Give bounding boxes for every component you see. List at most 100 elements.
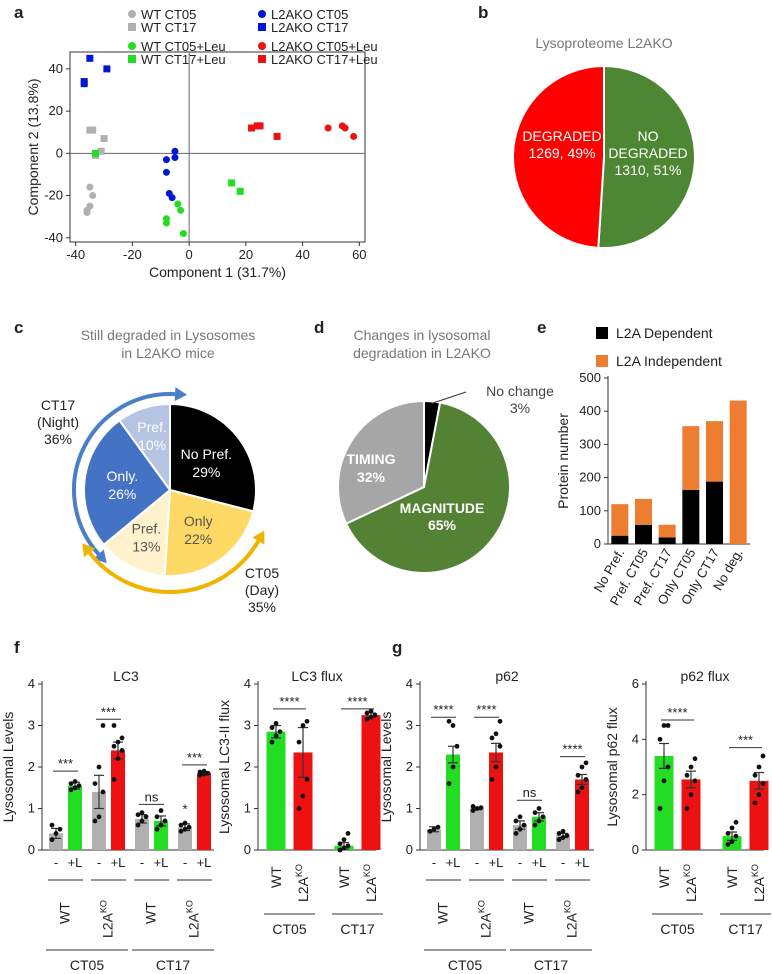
scatter-point [162, 156, 170, 164]
data-point [345, 831, 351, 836]
data-point [556, 837, 562, 843]
data-point [49, 837, 55, 843]
data-point [119, 735, 125, 741]
x-tick-label: 40 [295, 247, 309, 262]
panel-label-b: b [478, 3, 488, 22]
pie-slice-label: TIMING [347, 451, 396, 467]
scatter-point [171, 147, 179, 155]
x-tick-label: -40 [66, 247, 85, 262]
legend-marker [258, 42, 266, 50]
data-point [115, 739, 121, 745]
x-tick-label: +L [532, 855, 547, 870]
data-point [684, 806, 690, 811]
data-point [119, 748, 125, 753]
y-tick-label: 0 [632, 842, 639, 857]
data-point [446, 718, 452, 724]
scatter-point [103, 65, 111, 73]
y-tick-label: 300 [579, 436, 601, 451]
scatter-point [80, 78, 88, 86]
data-point [450, 723, 456, 728]
y-tick-label: -20 [44, 188, 63, 203]
significance-label: **** [562, 742, 582, 757]
y-tick-label: 4 [632, 731, 639, 746]
scatter-point [253, 122, 261, 130]
data-point [273, 733, 279, 739]
data-point [100, 789, 106, 795]
y-tick-label: 2 [244, 759, 251, 774]
legend-label: WT CT05+Leu [141, 39, 226, 54]
x-tick-label: - [518, 855, 522, 870]
pie-slice [118, 402, 171, 494]
scatter-point [248, 124, 256, 132]
x-tick-label: - [432, 855, 436, 870]
genotype-label: L2AKO [563, 900, 580, 938]
x-tick-label: +L [575, 855, 590, 870]
data-point [692, 778, 698, 784]
legend-label: L2AKO CT17+Leu [271, 52, 378, 67]
bar [266, 731, 286, 850]
y-tick-label: 200 [579, 470, 601, 485]
bar [111, 750, 125, 850]
data-point [139, 810, 145, 816]
data-point [368, 714, 374, 720]
time-label: CT05 [70, 957, 104, 973]
y-tick-label: 2 [406, 759, 413, 774]
significance-label: ns [523, 785, 537, 800]
significance-label: **** [347, 694, 367, 709]
arrow-night [72, 392, 176, 556]
genotype-label: L2AKO [750, 864, 767, 902]
data-point [178, 828, 184, 834]
chart-title: LC3 [113, 668, 139, 684]
significance-label: *** [101, 704, 116, 719]
bar [446, 754, 460, 850]
data-point [497, 718, 503, 724]
scatter-point [168, 194, 176, 202]
bar [749, 780, 769, 850]
y-tick-label: 4 [244, 676, 251, 691]
data-point [470, 808, 476, 813]
data-point [100, 723, 106, 728]
data-point [489, 735, 495, 741]
data-point [435, 824, 441, 830]
y-axis-label: Lysosomal LC3-II flux [216, 700, 232, 834]
pie-title: Changes in lysosomal degradation in L2AKO [353, 327, 491, 361]
bar [361, 715, 381, 850]
scatter-point [179, 230, 187, 238]
scatter-point [83, 208, 91, 216]
x-tick-label: +L [68, 855, 83, 870]
scatter-point [236, 187, 244, 195]
significance-label: **** [476, 702, 496, 717]
y-axis-label: Protein number [555, 413, 571, 509]
pie-slice [344, 401, 511, 574]
y-tick-label: 4 [28, 676, 35, 691]
data-point [111, 777, 117, 782]
data-point [665, 764, 671, 770]
genotype-label: WT [656, 866, 672, 888]
bar [427, 829, 441, 850]
y-tick-label: 400 [579, 403, 601, 418]
scatter-point [273, 132, 281, 140]
x-tick-label: +L [197, 855, 212, 870]
x-tick-label: +L [489, 855, 504, 870]
scatter-point [162, 219, 170, 227]
y-axis-label: Lysosomal Levels [378, 712, 394, 823]
data-point [521, 822, 527, 828]
significance-label: *** [187, 750, 202, 765]
genotype-label: WT [57, 902, 73, 924]
legend-marker [258, 55, 266, 63]
data-point [513, 818, 519, 824]
data-point [68, 781, 74, 786]
pie-slice [169, 402, 257, 513]
data-point [564, 833, 570, 838]
genotype-label: L2AKO [682, 864, 699, 902]
y-tick-label: 2 [632, 787, 639, 802]
data-point [517, 814, 523, 820]
arrow-head-day [82, 543, 96, 558]
y-tick-label: 3 [244, 718, 251, 733]
y-axis-label: Lysosomal Levels [0, 712, 16, 823]
x-tick-label: - [54, 855, 58, 870]
legend-marker [128, 55, 136, 63]
genotype-label: L2AKO [185, 900, 202, 938]
data-point [692, 756, 698, 762]
data-point [532, 810, 538, 816]
